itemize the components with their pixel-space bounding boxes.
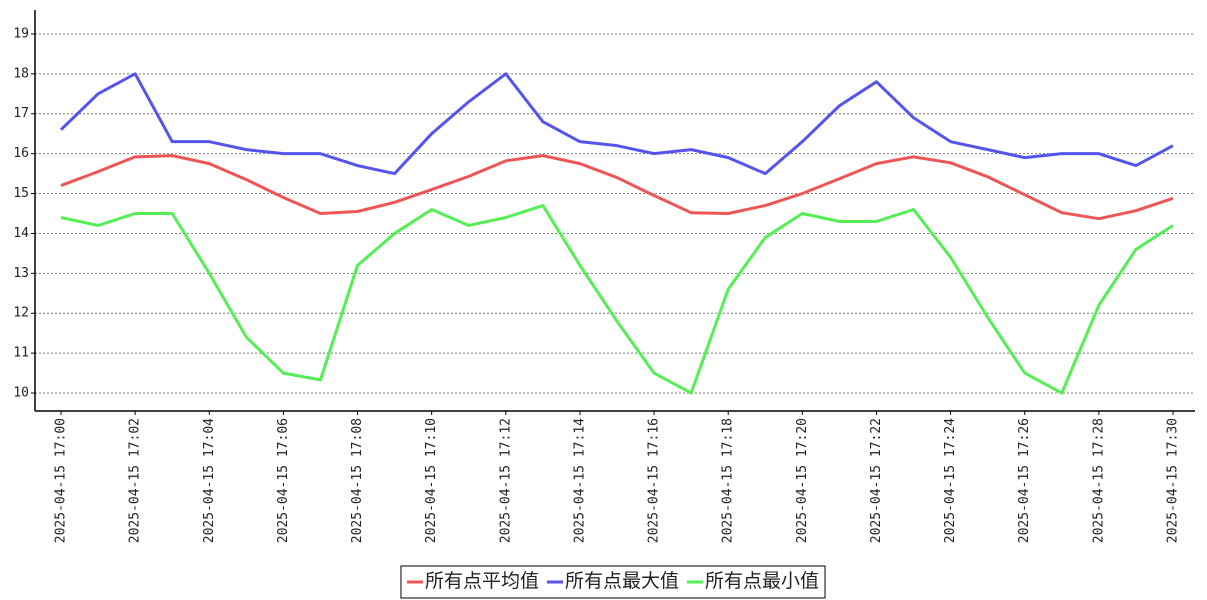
x-tick-label: 2025-04-15 17:06: [276, 418, 291, 543]
legend-box: [400, 565, 826, 599]
x-tick-label: 2025-04-15 17:08: [350, 418, 365, 543]
x-tick-label: 2025-04-15 17:20: [795, 418, 810, 543]
x-tick-label: 2025-04-15 17:16: [647, 418, 662, 543]
x-tick-label: 2025-04-15 17:18: [721, 418, 736, 543]
x-tick-label: 2025-04-15 17:24: [943, 418, 958, 543]
x-tick-label: 2025-04-15 17:00: [54, 418, 69, 543]
x-tick-label: 2025-04-15 17:14: [572, 418, 587, 543]
y-tick-label: 15: [13, 186, 29, 201]
y-tick-label: 13: [13, 266, 29, 281]
legend-label: 所有点最大值: [565, 570, 679, 592]
legend-label: 所有点最小值: [705, 570, 819, 592]
x-tick-label: 2025-04-15 17:28: [1091, 418, 1106, 543]
y-tick-label: 18: [13, 66, 29, 81]
x-tick-label: 2025-04-15 17:22: [869, 418, 884, 543]
y-tick-label: 11: [13, 346, 29, 361]
y-tick-label: 12: [13, 306, 29, 321]
y-tick-label: 10: [13, 386, 29, 401]
series-line: [60, 204, 1174, 395]
series-line: [60, 154, 1174, 221]
y-tick-label: 16: [13, 146, 29, 161]
x-tick-label: 2025-04-15 17:10: [424, 418, 439, 543]
legend: 所有点平均值 所有点最大值 所有点最小值: [400, 565, 826, 599]
y-tick-label: 19: [13, 26, 29, 41]
x-tick-label: 2025-04-15 17:30: [1166, 418, 1181, 543]
y-tick-label: 14: [13, 226, 29, 241]
y-tick-label: 17: [13, 106, 29, 121]
x-tick-label: 2025-04-15 17:04: [202, 418, 217, 543]
x-tick-label: 2025-04-15 17:02: [128, 418, 143, 543]
series-line: [59, 72, 1174, 176]
x-tick-label: 2025-04-15 17:12: [498, 418, 513, 543]
x-tick-label: 2025-04-15 17:26: [1017, 418, 1032, 543]
legend-label: 所有点平均值: [425, 570, 539, 592]
